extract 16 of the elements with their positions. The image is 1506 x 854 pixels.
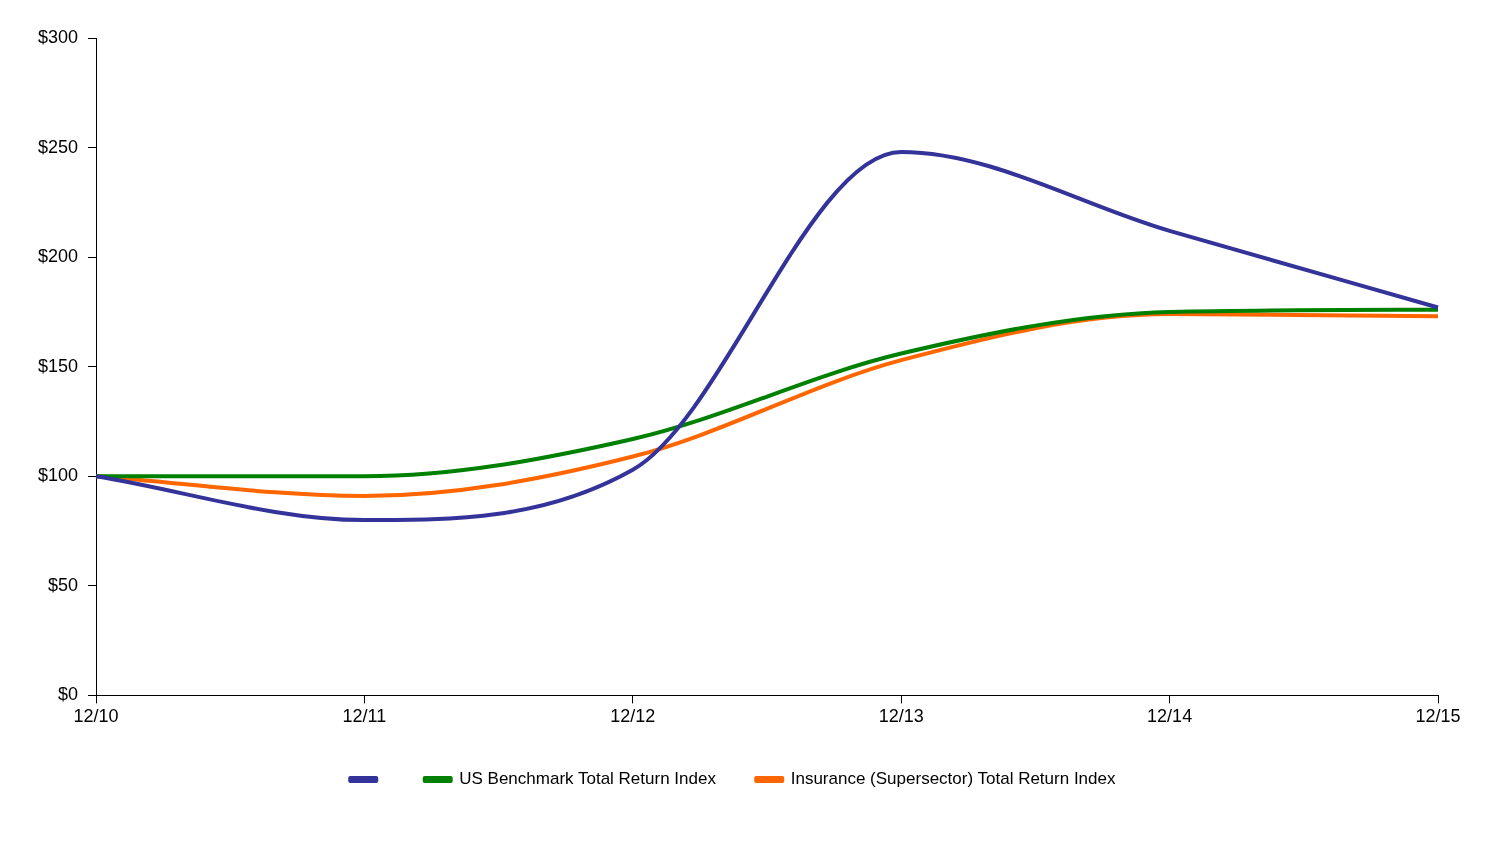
y-tick-label: $300: [38, 26, 79, 47]
legend-label: US Benchmark Total Return Index: [459, 769, 717, 789]
y-tick-label: $250: [38, 136, 79, 157]
y-tick-label: $200: [38, 246, 79, 267]
x-tick-label: 12/11: [342, 706, 387, 727]
y-tick-label: $0: [58, 684, 79, 705]
y-tick-label: $50: [48, 574, 79, 595]
x-tick-label: 12/13: [878, 706, 924, 727]
y-tick-label: $150: [38, 355, 79, 376]
x-tick-label: 12/12: [610, 706, 656, 727]
x-tick-label: 12/10: [73, 706, 119, 727]
y-tick-label: $100: [38, 465, 79, 486]
legend-label: Insurance (Supersector) Total Return Index: [790, 769, 1116, 789]
x-tick-label: 12/15: [1415, 706, 1461, 727]
x-tick-label: 12/14: [1147, 706, 1193, 727]
line-series: [94, 149, 1440, 523]
